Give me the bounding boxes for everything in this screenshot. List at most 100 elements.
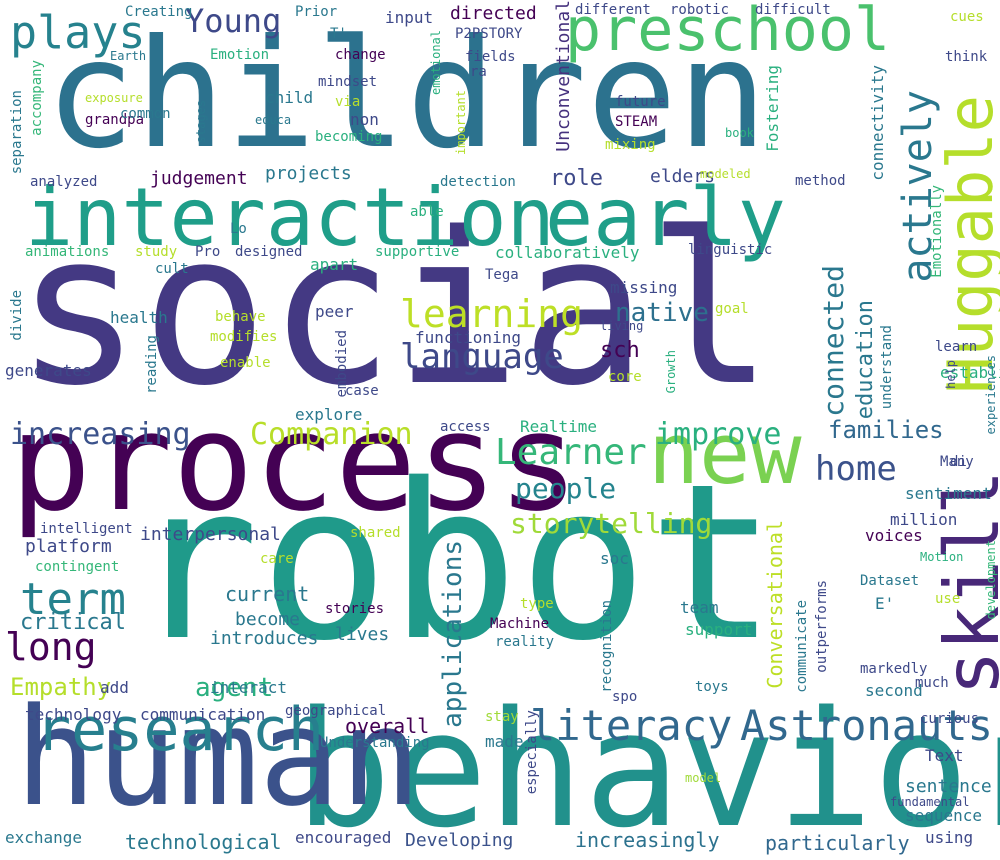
cloud-word: P2PSTORY xyxy=(455,26,523,42)
cloud-word: connectivity xyxy=(868,65,887,181)
cloud-word: using xyxy=(925,828,974,847)
cloud-word: peer xyxy=(315,302,354,321)
cloud-word: generates xyxy=(5,361,92,380)
cloud-word: case xyxy=(345,383,379,399)
cloud-word: interaction xyxy=(25,171,555,264)
cloud-word: interpersonal xyxy=(140,524,281,545)
cloud-word: child xyxy=(265,88,314,107)
cloud-word: Fostering xyxy=(763,65,782,152)
cloud-word: million xyxy=(890,510,958,529)
cloud-word: Empathy xyxy=(10,673,112,701)
cloud-word: Learner xyxy=(495,432,647,473)
cloud-word: robotic xyxy=(670,2,730,18)
cloud-word: change xyxy=(335,47,386,63)
cloud-word: functioning xyxy=(415,328,521,347)
cloud-word: Emotion xyxy=(210,47,270,63)
cloud-word: made xyxy=(485,732,524,751)
cloud-word: goal xyxy=(715,301,749,317)
cloud-word: study xyxy=(135,244,178,260)
cloud-word: social xyxy=(15,187,774,432)
cloud-word: Conversational xyxy=(763,520,787,689)
cloud-word: supportive xyxy=(375,244,460,260)
cloud-word: ra xyxy=(470,64,487,80)
cloud-word: markedly xyxy=(860,661,928,677)
cloud-word: health xyxy=(110,308,168,327)
cloud-word: children xyxy=(45,8,768,182)
cloud-word: Young xyxy=(185,2,282,40)
cloud-word: Understanding xyxy=(320,735,430,751)
cloud-word: sch xyxy=(600,338,640,363)
cloud-word: people xyxy=(515,472,617,505)
cloud-word: elders xyxy=(650,166,716,187)
cloud-word: STEAM xyxy=(615,114,658,130)
cloud-word: Prior xyxy=(295,4,338,20)
cloud-word: cues xyxy=(950,9,984,25)
cloud-word: Dataset xyxy=(860,573,920,589)
cloud-word: exchange xyxy=(5,828,83,847)
cloud-word: become xyxy=(235,609,301,630)
cloud-word: voices xyxy=(865,526,923,545)
cloud-word: non xyxy=(350,110,379,129)
cloud-word: communication xyxy=(140,705,266,724)
cloud-word: Companion xyxy=(250,417,413,452)
cloud-word: add xyxy=(100,678,129,697)
cloud-word: Machine xyxy=(490,616,550,632)
cloud-word: becoming xyxy=(315,129,383,145)
cloud-word: reality xyxy=(495,634,555,650)
cloud-word: communicate xyxy=(794,600,810,693)
cloud-word: educa xyxy=(255,113,292,127)
cloud-word: geographical xyxy=(285,703,387,719)
cloud-word: support xyxy=(685,620,753,639)
cloud-word: designed xyxy=(235,244,303,260)
cloud-word: linguistic xyxy=(688,242,773,258)
cloud-word: curious xyxy=(920,711,980,727)
cloud-word: home xyxy=(815,449,897,489)
cloud-word: detection xyxy=(440,174,516,190)
cloud-word: encouraged xyxy=(295,828,392,847)
cloud-word: animations xyxy=(25,244,110,260)
cloud-word: particularly xyxy=(765,831,910,855)
cloud-word: agent xyxy=(195,673,274,703)
cloud-word: Creating xyxy=(125,4,193,20)
cloud-word: current xyxy=(225,582,310,606)
cloud-word: separation xyxy=(9,90,25,175)
cloud-word: second xyxy=(865,681,923,700)
cloud-word: collaboratively xyxy=(495,243,640,262)
cloud-word: increasingly xyxy=(575,828,720,852)
cloud-word: development xyxy=(984,540,998,620)
cloud-word: core xyxy=(608,369,642,385)
cloud-word: exposure xyxy=(85,91,143,105)
cloud-word: role xyxy=(550,166,603,191)
cloud-word: method xyxy=(795,173,846,189)
cloud-word: language xyxy=(400,337,564,377)
cloud-word: mindset xyxy=(318,74,378,90)
cloud-word: robot xyxy=(130,437,778,688)
cloud-word: emotional xyxy=(429,30,443,96)
cloud-word: directed xyxy=(450,3,537,24)
cloud-word: increasing xyxy=(10,417,191,452)
cloud-word: mixing xyxy=(605,137,656,153)
cloud-word: sentence xyxy=(905,776,992,797)
cloud-word: understand xyxy=(879,325,895,410)
cloud-word: accompany xyxy=(29,60,45,136)
cloud-word: spo xyxy=(612,689,638,705)
cloud-word: missing xyxy=(610,278,678,297)
cloud-word: interact xyxy=(210,678,288,697)
cloud-word: overall xyxy=(345,714,430,738)
cloud-word: behavior xyxy=(295,676,1000,860)
cloud-word: contingent xyxy=(35,559,120,575)
cloud-word: Many xyxy=(940,454,974,470)
cloud-word: improve xyxy=(655,417,782,452)
cloud-word: stages xyxy=(194,100,208,144)
cloud-word: able xyxy=(410,204,444,220)
cloud-word: behave xyxy=(215,309,266,325)
cloud-word: early xyxy=(545,171,786,264)
cloud-word: critical xyxy=(20,610,126,635)
cloud-word: technology xyxy=(25,705,122,724)
cloud-word: team xyxy=(680,598,719,617)
cloud-word: soc xyxy=(600,549,629,568)
cloud-word: preschool xyxy=(565,0,891,65)
cloud-word: Realtime xyxy=(520,417,598,436)
cloud-word: stories xyxy=(325,601,385,617)
